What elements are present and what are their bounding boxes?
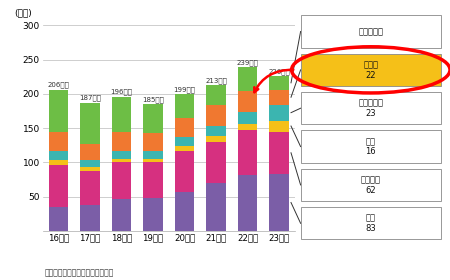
Bar (238, 67, 257, 91)
Text: その他獣類
23: その他獣類 23 (358, 99, 383, 118)
Text: 206億円: 206億円 (48, 82, 69, 88)
Text: 213億円: 213億円 (205, 77, 227, 83)
Bar (49, 207, 68, 231)
Bar (206, 85, 226, 106)
Bar (269, 90, 289, 105)
Text: カラス
22: カラス 22 (363, 60, 378, 80)
Bar (143, 159, 163, 162)
Bar (112, 162, 131, 199)
Bar (49, 151, 68, 160)
Bar (238, 112, 257, 124)
Bar (112, 159, 131, 162)
Bar (175, 192, 194, 231)
Bar (49, 132, 68, 151)
Text: 199億円: 199億円 (174, 87, 195, 93)
Text: 187億円: 187億円 (79, 95, 101, 101)
Text: サル
16: サル 16 (365, 137, 376, 156)
Text: イノシシ
62: イノシシ 62 (361, 175, 381, 195)
Bar (206, 136, 226, 142)
Text: 185億円: 185億円 (142, 96, 164, 103)
Bar (175, 94, 194, 118)
Bar (206, 126, 226, 136)
Bar (143, 162, 163, 198)
Bar (238, 91, 257, 112)
Bar (80, 103, 100, 144)
Bar (143, 133, 163, 151)
Bar (269, 132, 289, 174)
Bar (49, 165, 68, 207)
Bar (175, 118, 194, 137)
Text: 226億円: 226億円 (268, 68, 290, 74)
Bar (238, 124, 257, 130)
Bar (238, 130, 257, 175)
Bar (80, 144, 100, 160)
Text: 196億円: 196億円 (111, 88, 132, 95)
Bar (80, 205, 100, 231)
Bar (175, 146, 194, 151)
Bar (112, 199, 131, 231)
Text: シカ
83: シカ 83 (365, 214, 376, 233)
Bar (112, 132, 131, 151)
Text: 239億円: 239億円 (237, 59, 258, 66)
Bar (112, 97, 131, 132)
Bar (269, 76, 289, 90)
Bar (206, 142, 226, 183)
Bar (49, 160, 68, 165)
Bar (175, 137, 194, 146)
Bar (175, 151, 194, 192)
Bar (143, 151, 163, 159)
Bar (80, 171, 100, 205)
Bar (49, 90, 68, 132)
Bar (269, 174, 289, 231)
Bar (80, 167, 100, 171)
Bar (143, 104, 163, 133)
Bar (269, 105, 289, 121)
Text: 注：都道府県からの報告による。: 注：都道府県からの報告による。 (45, 268, 114, 277)
Bar (269, 121, 289, 132)
Text: (億円): (億円) (14, 8, 32, 17)
Bar (206, 106, 226, 126)
Text: その他鳥類: その他鳥類 (358, 27, 383, 36)
Bar (112, 151, 131, 159)
Bar (143, 198, 163, 231)
Bar (238, 175, 257, 231)
Bar (80, 160, 100, 167)
Bar (206, 183, 226, 231)
